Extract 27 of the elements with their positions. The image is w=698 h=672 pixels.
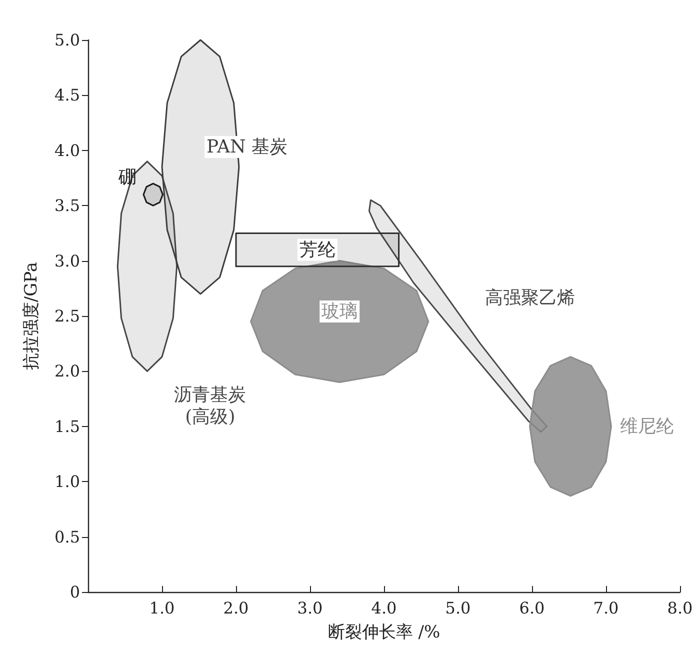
y-tick-label: 2.0 xyxy=(54,362,80,381)
x-tick-label: 1.0 xyxy=(149,598,175,618)
y-tick-label: 2.5 xyxy=(54,306,80,326)
y-tick-label: 4.0 xyxy=(54,140,80,160)
y-tick-label: 0 xyxy=(70,582,80,602)
y-tick-label: 3.5 xyxy=(54,196,80,216)
x-tick-label: 4.0 xyxy=(371,598,397,618)
series-label: 维尼纶 xyxy=(620,416,674,437)
y-tick-label: 1.0 xyxy=(54,472,80,492)
x-axis-title: 断裂伸长率 /% xyxy=(328,622,440,642)
x-tick-label: 8.0 xyxy=(667,598,693,618)
series-label: 玻璃 xyxy=(322,301,358,322)
x-tick-label: 2.0 xyxy=(223,598,249,618)
y-tick-label: 1.5 xyxy=(54,416,80,436)
y-tick-label: 4.5 xyxy=(54,86,80,105)
x-tick-label: 5.0 xyxy=(445,598,471,618)
y-tick-label: 3.0 xyxy=(54,251,80,270)
series-label: 高强聚乙烯 xyxy=(485,288,575,308)
x-tick-label: 6.0 xyxy=(519,598,545,618)
y-tick-label: 0.5 xyxy=(54,527,80,546)
y-axis-title: 抗拉强度/GPa xyxy=(22,262,42,370)
series-label: 沥青基炭 (高级) xyxy=(174,384,246,428)
series-label: PAN 基炭 xyxy=(206,136,288,158)
x-tick-label: 7.0 xyxy=(593,598,619,618)
x-tick-label: 3.0 xyxy=(297,598,323,618)
series-label: 芳纶 xyxy=(299,239,336,260)
y-tick-label: 5.0 xyxy=(54,30,80,50)
